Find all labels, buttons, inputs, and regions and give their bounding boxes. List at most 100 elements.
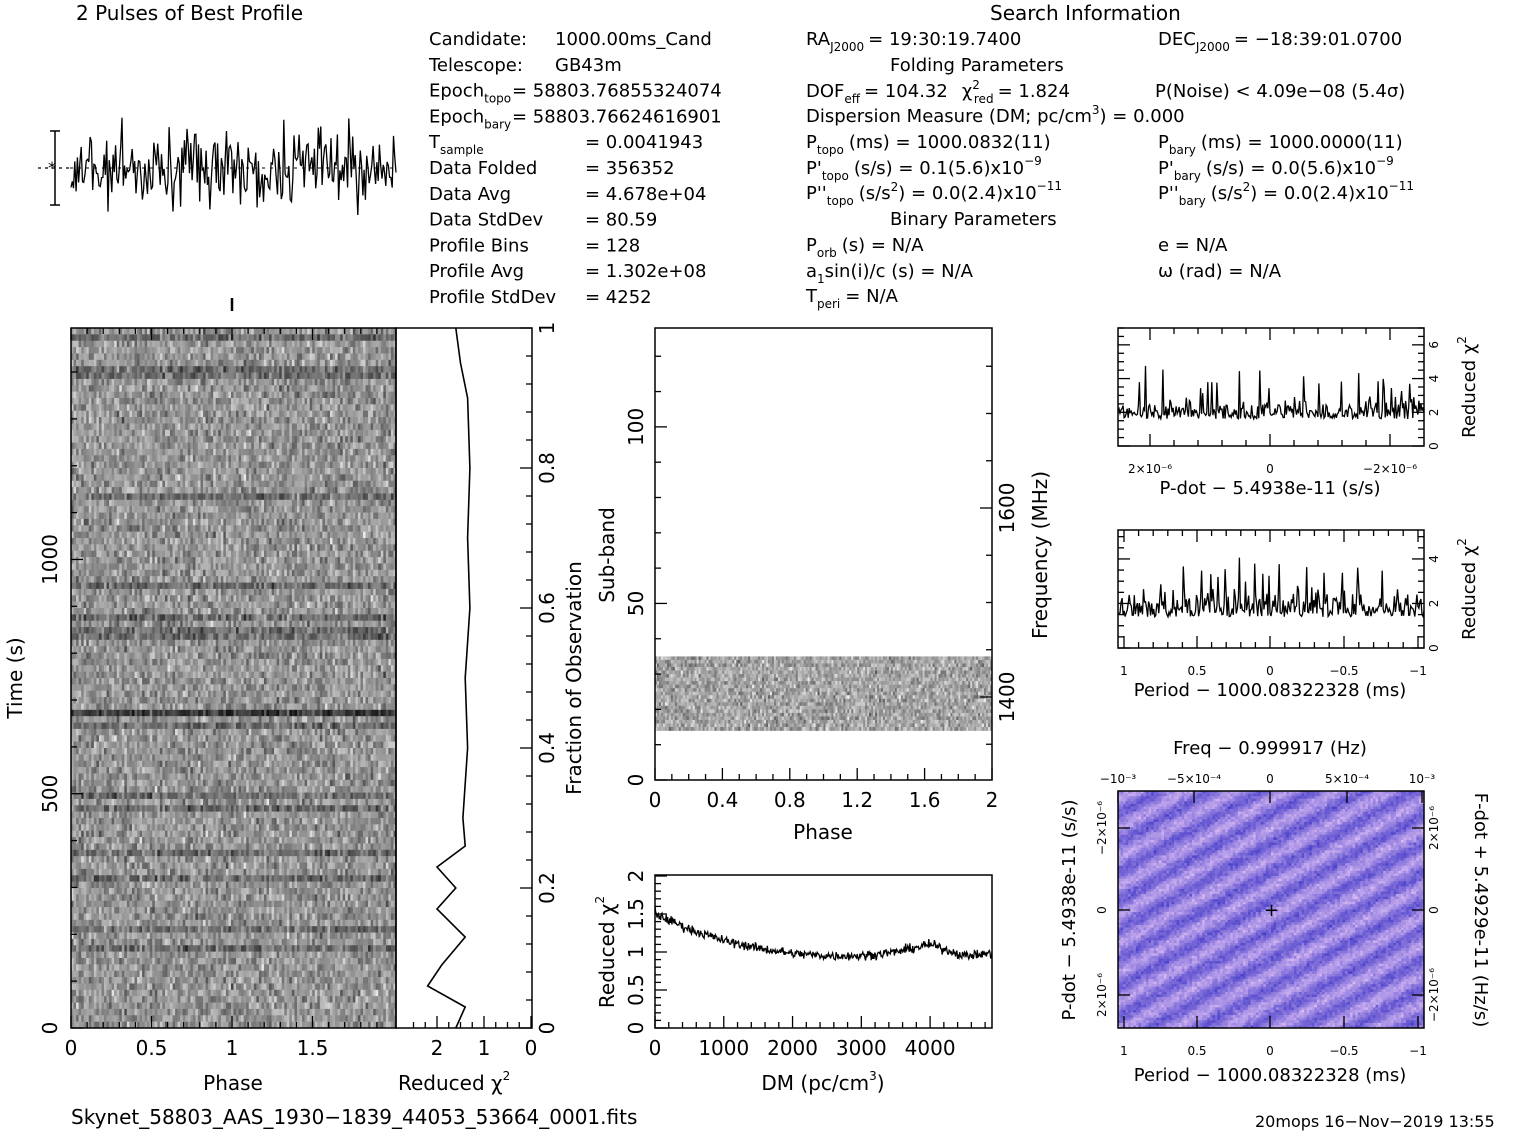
freq-ylabel: Frequency (MHz) <box>1028 471 1052 639</box>
time-redchi-xlabel: Reduced χ2 <box>398 1069 510 1095</box>
tick-label: 0.8 <box>774 788 806 812</box>
porb-label: Porb (s) = N/A <box>806 235 924 260</box>
tick-label: 0.4 <box>535 732 559 764</box>
info-label: Data Folded <box>429 158 537 179</box>
tick-label: −1 <box>1409 664 1427 678</box>
tick-label: 0 <box>535 1022 559 1035</box>
info-value: = 128 <box>585 235 640 256</box>
freq-top-label: Freq − 0.999917 (Hz) <box>1173 738 1367 759</box>
pdbary-label: P'bary (s/s) = 0.0(5.6)x10−9 <box>1158 154 1394 183</box>
subband-phase-heatmap <box>655 656 992 730</box>
tick-label: 0.6 <box>535 592 559 624</box>
dof-label: DOFeff = 104.32 χ2 red = 1.824 <box>806 78 1070 106</box>
tick-label: 1.6 <box>909 788 941 812</box>
tick-label: 2 <box>986 788 999 812</box>
pddbary-label: P''bary (s/s2) = 0.0(2.4)x10−11 <box>1158 179 1414 208</box>
tick-label: −1 <box>1409 1044 1427 1058</box>
tick-label: 1 <box>1120 1044 1128 1058</box>
tick-label: 0 <box>1266 664 1274 678</box>
info-label: Epochbary <box>429 106 511 131</box>
tick-label: 1 <box>226 1036 239 1060</box>
tick-label: 1 <box>1120 664 1128 678</box>
pp-best-marker: + <box>1264 900 1279 921</box>
info-label: Tsample <box>428 132 484 157</box>
info-label: Profile Avg <box>429 261 524 282</box>
pp-xlabel: Period − 1000.08322328 (ms) <box>1134 1065 1406 1086</box>
info-label: Profile StdDev <box>429 287 557 308</box>
info-value: GB43m <box>555 55 622 76</box>
tick-label: 0.5 <box>624 974 648 1006</box>
search-title: Search Information <box>990 1 1181 25</box>
prepfold-figure: 2 Pulses of Best Profile Search Informat… <box>0 0 1517 1133</box>
info-value: = 1.302e+08 <box>585 261 706 282</box>
tick-label: −2×10⁻⁶ <box>1363 462 1417 476</box>
ecc-label: e = N/A <box>1158 235 1228 256</box>
tick-label: 0.5 <box>1187 1044 1206 1058</box>
tick-label: 0.5 <box>136 1036 168 1060</box>
info-value: = 356352 <box>585 158 675 179</box>
tick-label: 0 <box>624 774 648 787</box>
dec-label: DECJ2000 = −18:39:01.0700 <box>1158 29 1402 54</box>
tick-label: 0 <box>65 1036 78 1060</box>
info-label: Data Avg <box>429 184 511 205</box>
ra-label: RAJ2000 = 19:30:19.7400 <box>806 29 1021 54</box>
info-value: = 4.678e+04 <box>585 184 706 205</box>
tick-label: 2×10⁻⁶ <box>1095 973 1109 1017</box>
info-value: = 58803.76624616901 <box>512 106 722 127</box>
asini-label: a1sin(i)/c (s) = N/A <box>806 261 974 286</box>
info-label: Telescope: <box>428 55 523 76</box>
tick-label: 3000 <box>836 1036 887 1060</box>
tick-label: 4000 <box>905 1036 956 1060</box>
tick-label: 2×10⁻⁶ <box>1128 462 1172 476</box>
time-phase-xlabel: Phase <box>203 1071 263 1095</box>
info-label: Data StdDev <box>429 210 544 231</box>
info-label: Profile Bins <box>429 235 529 256</box>
tick-label: 1000 <box>38 534 62 585</box>
tick-label: 1.2 <box>841 788 873 812</box>
info-value: = 80.59 <box>585 210 657 231</box>
subband-xlabel: Phase <box>793 820 853 844</box>
tick-label: 100 <box>624 408 648 446</box>
dm-xlabel: DM (pc/cm3) <box>761 1069 884 1095</box>
dm-ylabel: Reduced χ2 <box>593 896 619 1008</box>
tick-label: 1000 <box>698 1036 749 1060</box>
tick-label: 0.4 <box>706 788 738 812</box>
omega-label: ω (rad) = N/A <box>1158 261 1282 282</box>
tick-label: 2000 <box>767 1036 818 1060</box>
pdot-ylabel: Reduced χ2 <box>1455 336 1480 438</box>
tick-label: 5×10⁻⁴ <box>1325 772 1369 786</box>
tperi-label: Tperi = N/A <box>805 286 899 311</box>
tick-label: −5×10⁻⁴ <box>1167 772 1221 786</box>
pdtopo-label: P'topo (s/s) = 0.1(5.6)x10−9 <box>806 154 1042 183</box>
tick-label: 500 <box>38 775 62 813</box>
info-value: = 58803.76855324074 <box>512 81 722 102</box>
tick-label: 0 <box>1427 442 1441 450</box>
pdot-xlabel: P-dot − 5.4938e-11 (s/s) <box>1159 478 1380 499</box>
tick-label: 0 <box>1095 906 1109 914</box>
tick-label: 0 <box>624 1022 648 1035</box>
period-ylabel: Reduced χ2 <box>1455 538 1480 640</box>
info-value: = 4252 <box>585 287 652 308</box>
tick-label: 1400 <box>995 672 1019 723</box>
tick-label: 0 <box>649 788 662 812</box>
tick-label: 0 <box>1427 906 1441 914</box>
info-value: 1000.00ms_Cand <box>555 29 712 50</box>
pp-ylabel: P-dot − 5.4938e-11 (s/s) <box>1059 799 1080 1020</box>
tick-label: 50 <box>624 591 648 616</box>
fraction-label: Fraction of Observation <box>562 561 586 795</box>
pp-y2label: F-dot + 5.4929e-11 (Hz/s) <box>1470 793 1491 1028</box>
tick-label: 0.5 <box>1187 664 1206 678</box>
tick-label: 4 <box>1427 375 1441 383</box>
tick-label: 0 <box>649 1036 662 1060</box>
tick-label: 0 <box>1427 644 1441 652</box>
pnoise-label: P(Noise) < 4.09e−08 (5.4σ) <box>1155 81 1405 102</box>
tick-label: 2×10⁻⁶ <box>1427 806 1441 850</box>
folding-title: Folding Parameters <box>890 55 1064 76</box>
